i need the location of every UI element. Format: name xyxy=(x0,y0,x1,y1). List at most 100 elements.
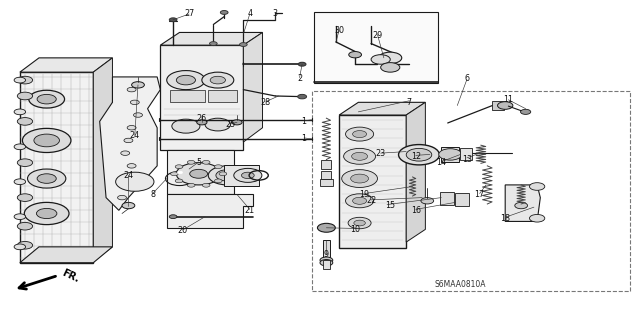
Circle shape xyxy=(349,51,362,58)
Circle shape xyxy=(351,174,369,183)
Circle shape xyxy=(36,208,57,219)
Text: 12: 12 xyxy=(411,152,421,161)
Text: 24: 24 xyxy=(130,131,140,140)
Circle shape xyxy=(17,222,33,230)
Bar xyxy=(320,179,333,187)
Circle shape xyxy=(353,197,367,204)
Bar xyxy=(339,115,406,249)
Text: 26: 26 xyxy=(196,114,207,123)
Text: 22: 22 xyxy=(366,196,376,205)
Circle shape xyxy=(17,92,33,100)
Text: 2: 2 xyxy=(297,74,302,83)
Text: 14: 14 xyxy=(436,158,446,167)
Circle shape xyxy=(24,202,69,225)
Text: 20: 20 xyxy=(178,226,188,235)
Circle shape xyxy=(131,173,140,178)
Text: 16: 16 xyxy=(411,206,420,215)
Polygon shape xyxy=(505,185,540,221)
Circle shape xyxy=(167,70,205,90)
Text: 11: 11 xyxy=(504,95,513,104)
Circle shape xyxy=(127,164,136,168)
Circle shape xyxy=(17,194,33,201)
Circle shape xyxy=(176,163,221,185)
Circle shape xyxy=(239,43,247,47)
Text: 23: 23 xyxy=(376,149,386,158)
Circle shape xyxy=(529,214,545,222)
Text: 1: 1 xyxy=(301,134,307,143)
Polygon shape xyxy=(339,102,426,115)
Circle shape xyxy=(176,75,195,85)
Circle shape xyxy=(14,144,26,150)
Circle shape xyxy=(14,109,26,115)
Text: 28: 28 xyxy=(260,98,271,107)
Polygon shape xyxy=(406,102,426,242)
Text: 7: 7 xyxy=(407,98,412,107)
Circle shape xyxy=(214,179,222,183)
Circle shape xyxy=(175,179,183,183)
Bar xyxy=(224,165,259,186)
Polygon shape xyxy=(93,58,113,261)
Circle shape xyxy=(127,87,136,92)
Bar xyxy=(321,160,332,169)
Circle shape xyxy=(116,172,154,191)
Circle shape xyxy=(127,125,136,130)
Text: 21: 21 xyxy=(244,206,255,215)
Polygon shape xyxy=(167,195,253,228)
Circle shape xyxy=(234,168,262,182)
Circle shape xyxy=(320,257,333,263)
Bar xyxy=(314,12,438,83)
Circle shape xyxy=(317,223,335,232)
Circle shape xyxy=(17,241,33,249)
Text: 24: 24 xyxy=(124,171,134,180)
Circle shape xyxy=(14,77,26,83)
Circle shape xyxy=(134,113,143,117)
Circle shape xyxy=(346,127,374,141)
Bar xyxy=(323,260,330,269)
Circle shape xyxy=(497,102,513,109)
Circle shape xyxy=(170,18,177,22)
Circle shape xyxy=(210,76,225,84)
Circle shape xyxy=(170,215,177,219)
Circle shape xyxy=(121,183,130,187)
Circle shape xyxy=(37,94,56,104)
Circle shape xyxy=(320,260,333,266)
Circle shape xyxy=(17,159,33,167)
Circle shape xyxy=(406,148,432,161)
Circle shape xyxy=(17,76,33,84)
Circle shape xyxy=(344,148,376,164)
Circle shape xyxy=(351,152,367,160)
Circle shape xyxy=(131,100,140,105)
Bar xyxy=(456,193,469,205)
Circle shape xyxy=(216,170,239,181)
Bar xyxy=(208,90,237,102)
Bar xyxy=(20,72,93,263)
Text: 17: 17 xyxy=(475,190,484,199)
Polygon shape xyxy=(20,58,113,72)
Text: 27: 27 xyxy=(184,9,194,18)
Circle shape xyxy=(520,109,531,115)
Circle shape xyxy=(188,183,195,187)
Circle shape xyxy=(202,72,234,88)
Text: 6: 6 xyxy=(465,74,469,83)
Text: 5: 5 xyxy=(196,158,201,167)
Circle shape xyxy=(241,172,254,179)
Text: 9: 9 xyxy=(324,250,329,259)
Circle shape xyxy=(14,214,26,219)
Circle shape xyxy=(354,220,365,226)
Circle shape xyxy=(209,42,217,46)
Circle shape xyxy=(175,165,183,169)
Circle shape xyxy=(37,174,56,183)
Text: FR.: FR. xyxy=(60,268,81,285)
Text: 3: 3 xyxy=(273,9,278,18)
Circle shape xyxy=(202,183,210,187)
Polygon shape xyxy=(20,247,113,263)
Polygon shape xyxy=(100,77,161,210)
Circle shape xyxy=(172,119,200,133)
Circle shape xyxy=(14,244,26,250)
Circle shape xyxy=(298,94,307,99)
Text: 15: 15 xyxy=(385,201,396,210)
Circle shape xyxy=(232,120,242,125)
Text: 25: 25 xyxy=(225,120,236,129)
Text: 19: 19 xyxy=(360,190,370,199)
Circle shape xyxy=(529,183,545,190)
